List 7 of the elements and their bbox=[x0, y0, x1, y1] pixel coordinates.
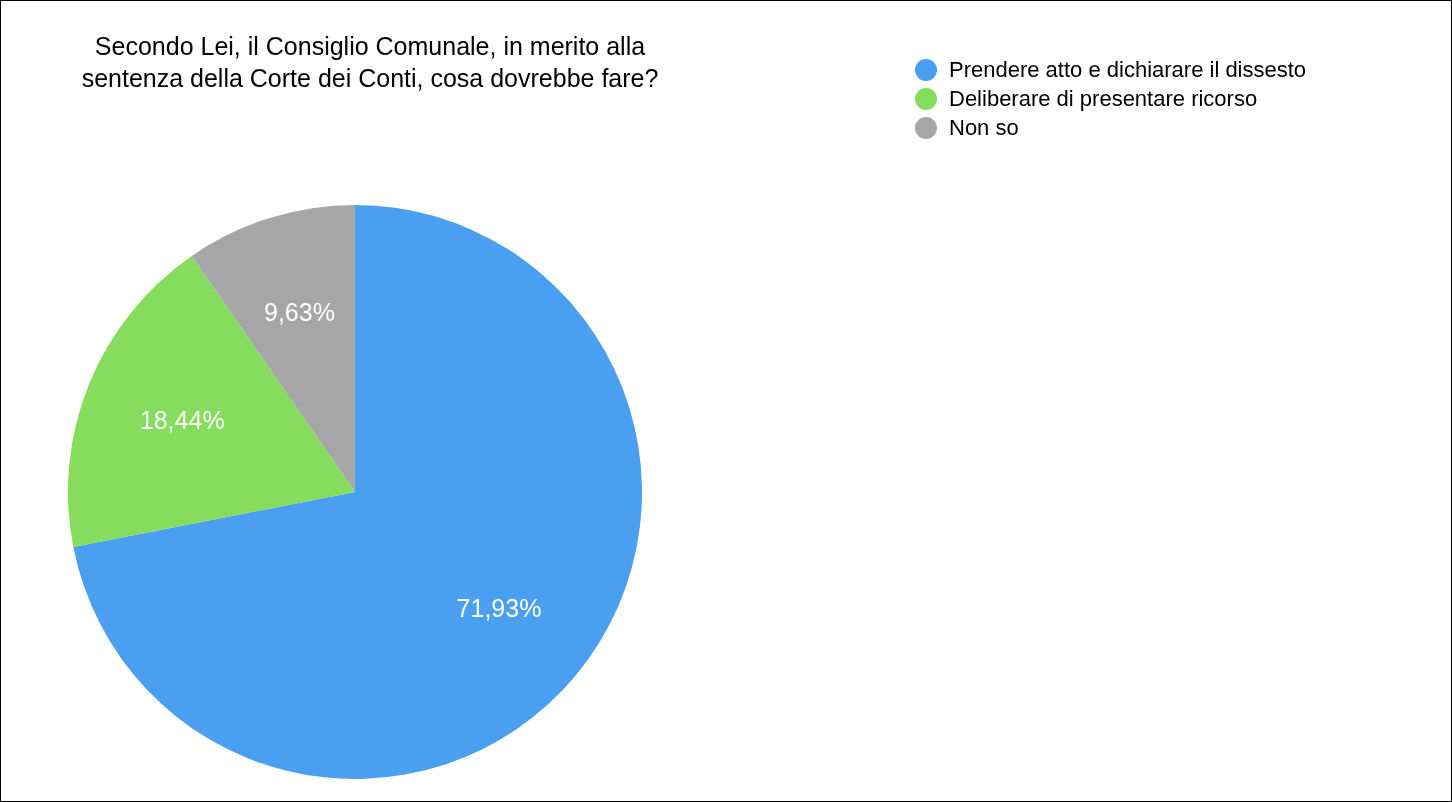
data-label: 18,44% bbox=[139, 405, 225, 434]
legend-label: Prendere atto e dichiarare il dissesto bbox=[949, 56, 1307, 83]
data-label: 9,63% bbox=[263, 297, 335, 326]
legend-label: Deliberare di presentare ricorso bbox=[949, 85, 1258, 112]
chart-title: Secondo Lei, il Consiglio Comunale, in merito alla sentenza della Corte dei Conti, cosa dovrebbe fare? bbox=[80, 31, 660, 94]
legend-label: Non so bbox=[949, 114, 1019, 141]
data-label: 71,93% bbox=[456, 594, 542, 623]
